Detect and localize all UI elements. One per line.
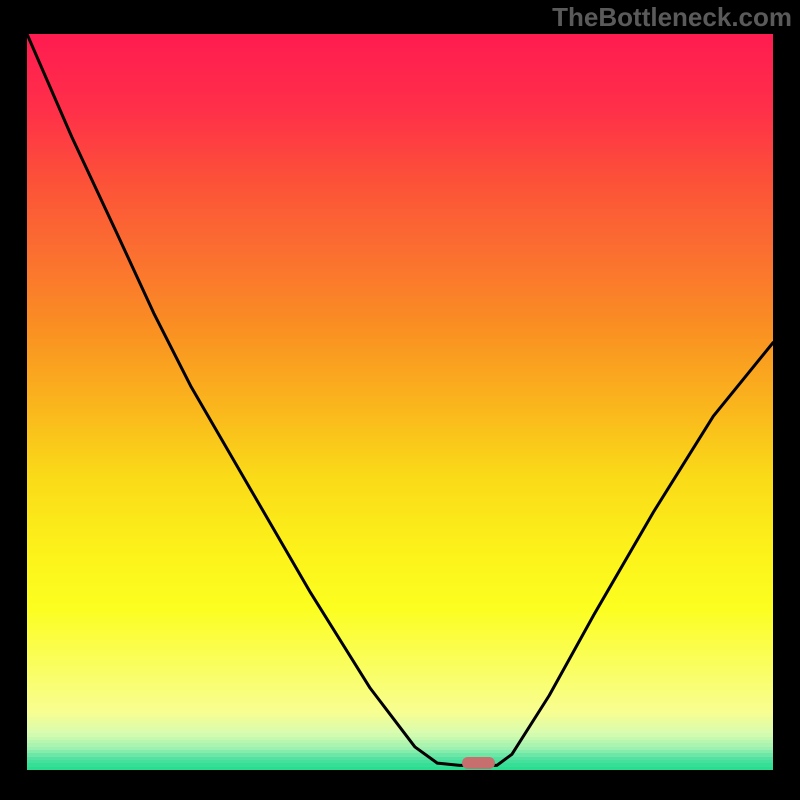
curve-path bbox=[27, 34, 773, 765]
chart-container: { "watermark": { "text": "TheBottleneck.… bbox=[0, 0, 800, 800]
optimal-point-marker bbox=[462, 757, 496, 769]
watermark-text: TheBottleneck.com bbox=[552, 2, 792, 33]
plot-area bbox=[27, 34, 773, 769]
bottleneck-curve bbox=[27, 34, 773, 769]
